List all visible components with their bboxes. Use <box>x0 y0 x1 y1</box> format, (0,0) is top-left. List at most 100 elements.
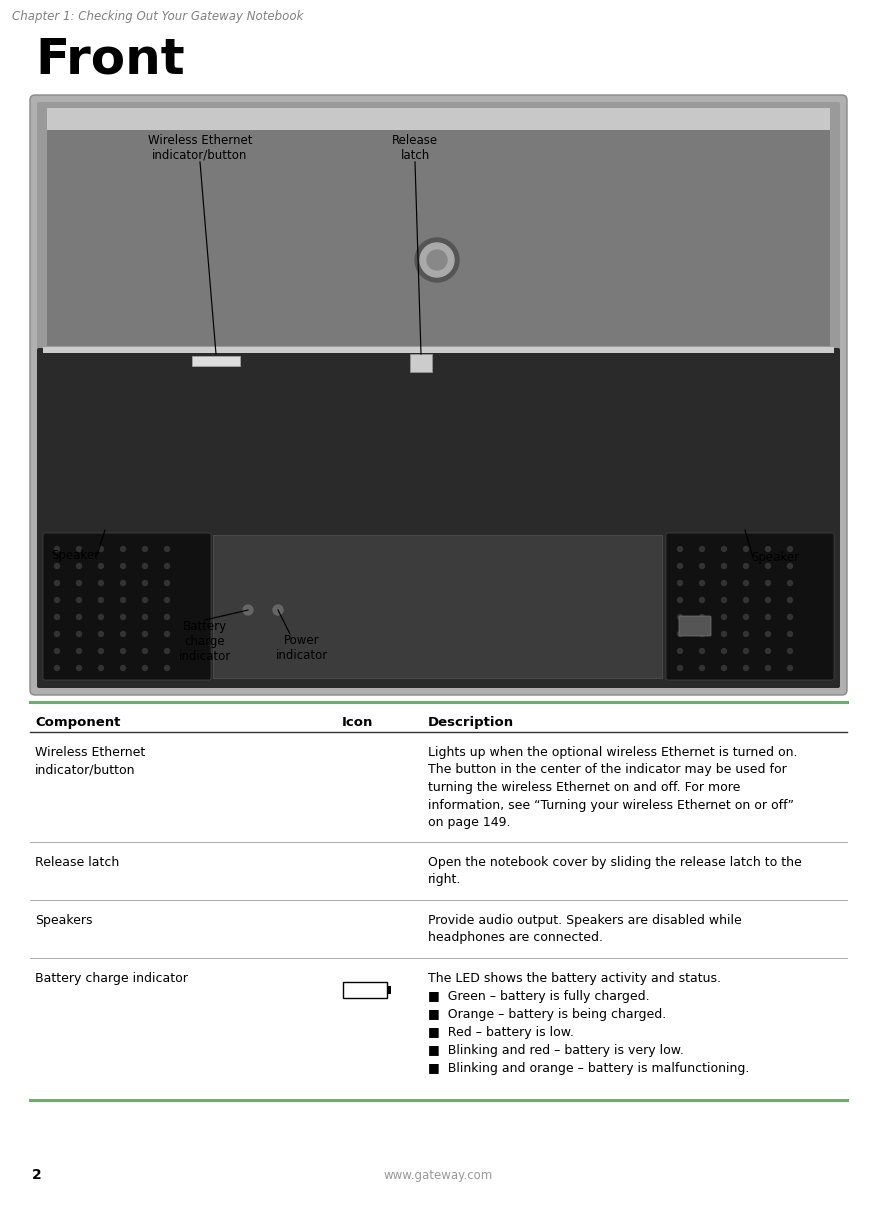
Circle shape <box>744 648 748 653</box>
Circle shape <box>678 598 682 603</box>
Circle shape <box>678 563 682 568</box>
Text: Speaker: Speaker <box>751 551 799 565</box>
Circle shape <box>120 615 125 620</box>
Circle shape <box>766 665 771 670</box>
Circle shape <box>788 648 793 653</box>
Circle shape <box>165 598 169 603</box>
Circle shape <box>415 237 459 282</box>
Circle shape <box>165 615 169 620</box>
Bar <box>43 347 834 353</box>
Bar <box>343 982 387 998</box>
Circle shape <box>98 615 103 620</box>
Circle shape <box>76 581 82 585</box>
Text: Speakers: Speakers <box>35 914 92 927</box>
Circle shape <box>120 546 125 551</box>
Circle shape <box>722 598 726 603</box>
FancyBboxPatch shape <box>666 533 834 680</box>
Circle shape <box>788 546 793 551</box>
Circle shape <box>766 615 771 620</box>
FancyBboxPatch shape <box>43 533 211 680</box>
Circle shape <box>54 631 60 636</box>
Circle shape <box>76 598 82 603</box>
Circle shape <box>766 563 771 568</box>
Circle shape <box>76 546 82 551</box>
Circle shape <box>120 563 125 568</box>
Circle shape <box>678 665 682 670</box>
Text: Component: Component <box>35 716 120 729</box>
Text: Lights up when the optional wireless Ethernet is turned on.
The button in the ce: Lights up when the optional wireless Eth… <box>428 747 797 829</box>
Circle shape <box>142 598 147 603</box>
Circle shape <box>766 581 771 585</box>
Circle shape <box>700 546 704 551</box>
Circle shape <box>678 615 682 620</box>
Circle shape <box>700 648 704 653</box>
Circle shape <box>722 648 726 653</box>
Circle shape <box>142 665 147 670</box>
Circle shape <box>744 581 748 585</box>
Circle shape <box>766 546 771 551</box>
Bar <box>47 112 830 346</box>
Text: Description: Description <box>428 716 514 729</box>
Circle shape <box>120 581 125 585</box>
Circle shape <box>98 631 103 636</box>
Circle shape <box>788 631 793 636</box>
Circle shape <box>165 631 169 636</box>
Circle shape <box>98 563 103 568</box>
FancyBboxPatch shape <box>37 348 840 688</box>
Text: Chapter 1: Checking Out Your Gateway Notebook: Chapter 1: Checking Out Your Gateway Not… <box>12 10 303 23</box>
Text: Battery
charge
indicator: Battery charge indicator <box>179 620 232 663</box>
Circle shape <box>788 563 793 568</box>
Circle shape <box>766 598 771 603</box>
Text: −: − <box>368 984 378 994</box>
Circle shape <box>700 581 704 585</box>
Circle shape <box>700 615 704 620</box>
Circle shape <box>678 546 682 551</box>
Circle shape <box>744 665 748 670</box>
Circle shape <box>98 581 103 585</box>
Circle shape <box>142 631 147 636</box>
Text: Speaker: Speaker <box>51 549 99 562</box>
Circle shape <box>788 615 793 620</box>
Circle shape <box>98 648 103 653</box>
FancyBboxPatch shape <box>679 616 711 636</box>
Text: Release
latch: Release latch <box>392 134 438 162</box>
FancyBboxPatch shape <box>37 102 840 352</box>
Bar <box>213 535 662 678</box>
Text: www.gateway.com: www.gateway.com <box>383 1168 493 1182</box>
Bar <box>410 354 432 371</box>
Circle shape <box>165 665 169 670</box>
Circle shape <box>766 631 771 636</box>
Text: Wireless Ethernet
indicator/button: Wireless Ethernet indicator/button <box>147 134 253 162</box>
Text: Power
indicator: Power indicator <box>276 633 328 662</box>
Text: Open the notebook cover by sliding the release latch to the
right.: Open the notebook cover by sliding the r… <box>428 856 802 887</box>
Circle shape <box>678 631 682 636</box>
Circle shape <box>120 665 125 670</box>
Circle shape <box>142 546 147 551</box>
Circle shape <box>243 605 253 615</box>
Circle shape <box>76 615 82 620</box>
Circle shape <box>744 546 748 551</box>
Circle shape <box>722 581 726 585</box>
Circle shape <box>54 546 60 551</box>
Circle shape <box>420 244 454 277</box>
Circle shape <box>54 615 60 620</box>
Circle shape <box>273 605 283 615</box>
Circle shape <box>120 648 125 653</box>
Text: +: + <box>353 984 361 994</box>
Circle shape <box>54 563 60 568</box>
Circle shape <box>142 648 147 653</box>
Circle shape <box>76 665 82 670</box>
Circle shape <box>700 598 704 603</box>
Circle shape <box>165 581 169 585</box>
Text: The LED shows the battery activity and status.
■  Green – battery is fully charg: The LED shows the battery activity and s… <box>428 972 749 1075</box>
Circle shape <box>54 648 60 653</box>
Circle shape <box>142 563 147 568</box>
Circle shape <box>165 546 169 551</box>
Text: 2: 2 <box>32 1168 42 1182</box>
Bar <box>47 108 830 130</box>
Circle shape <box>76 648 82 653</box>
Circle shape <box>678 581 682 585</box>
Bar <box>387 986 391 994</box>
Circle shape <box>744 563 748 568</box>
Circle shape <box>427 250 447 271</box>
